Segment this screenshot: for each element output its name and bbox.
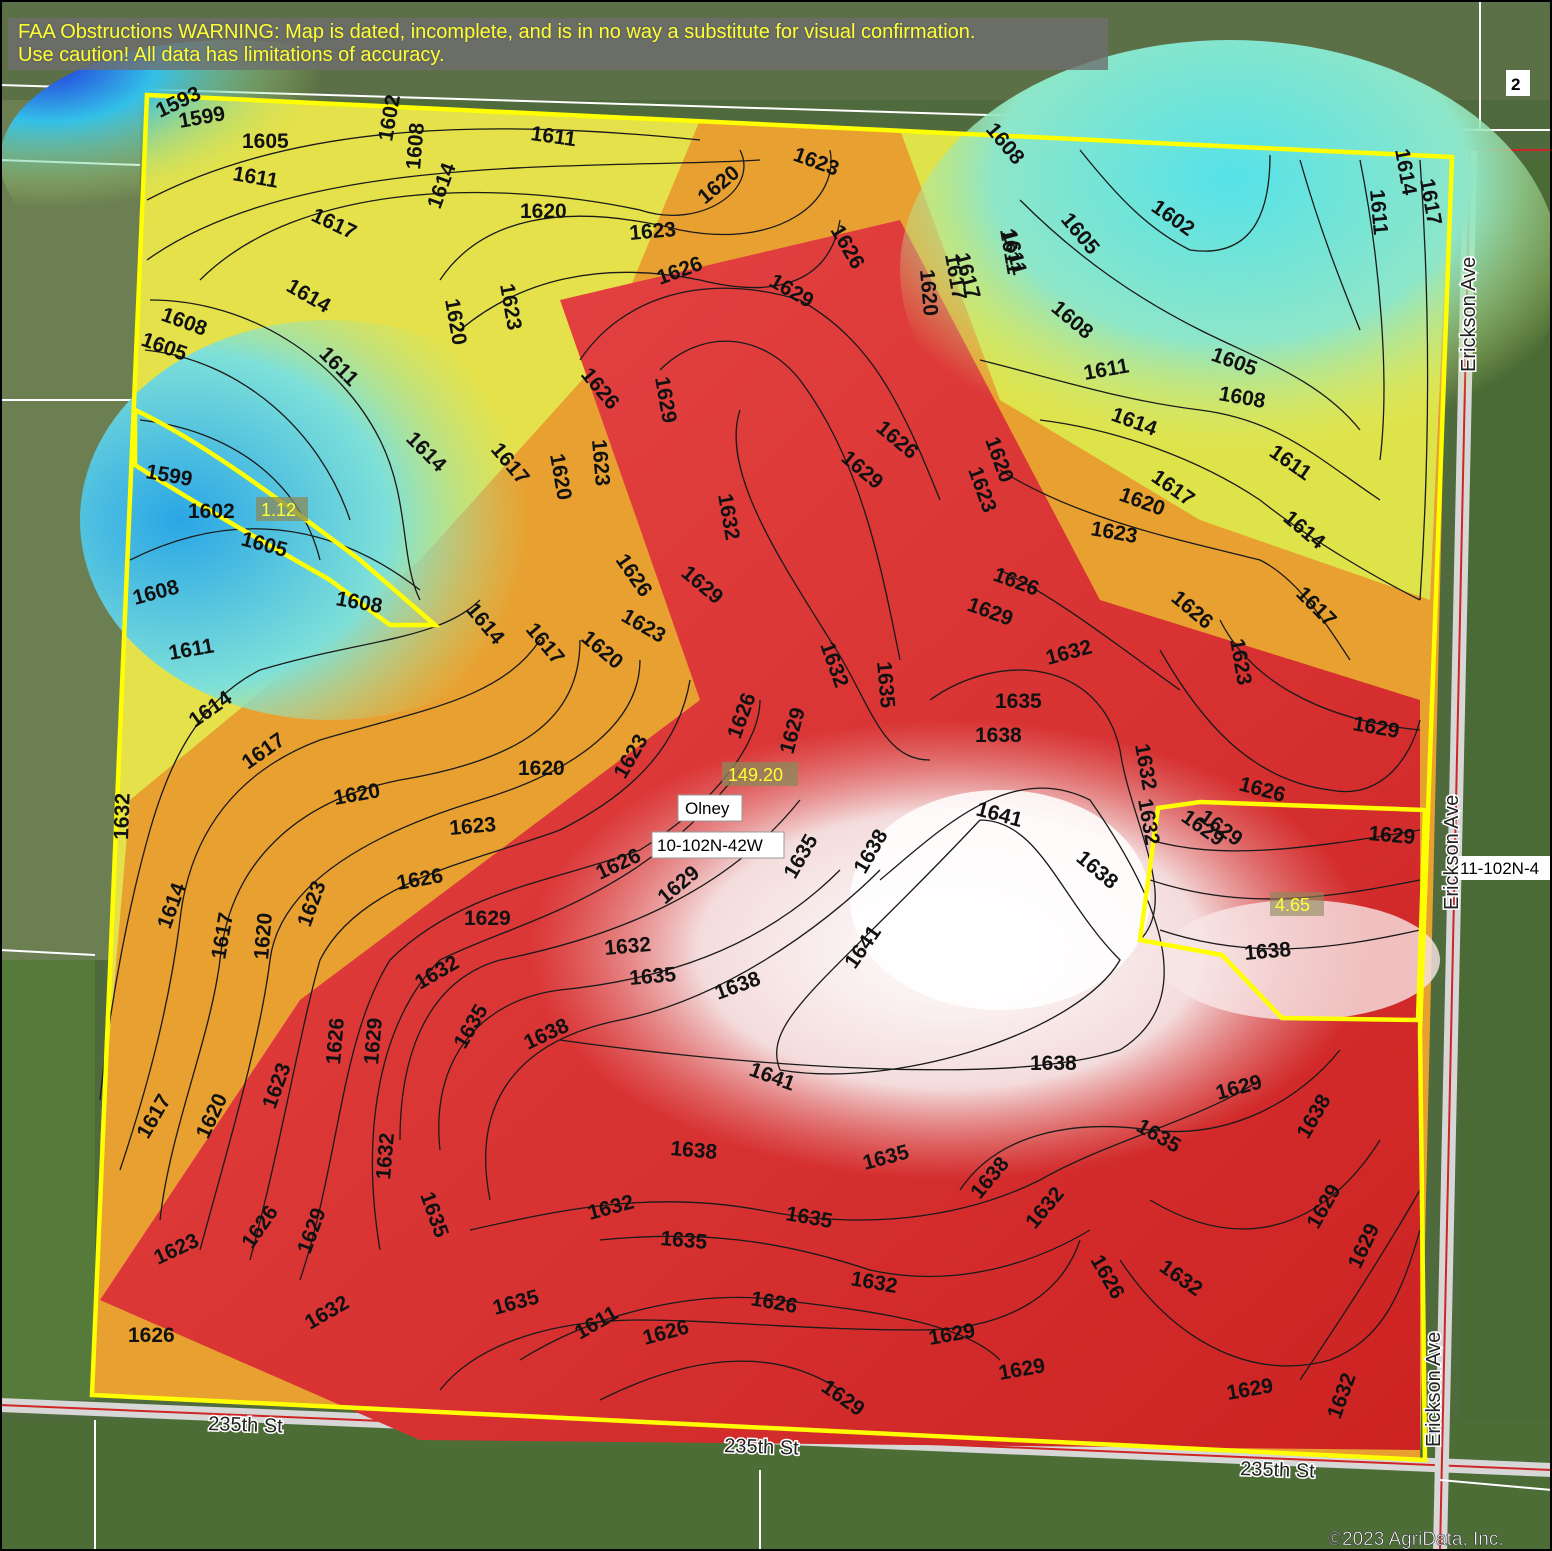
road-label-erickson-north: Erickson Ave <box>1458 257 1480 372</box>
contour-label: 1629 <box>360 1017 387 1066</box>
contour-label: 1626 <box>322 1017 349 1066</box>
contour-label: 1620 <box>250 912 277 961</box>
contour-label: 1632 <box>110 793 135 840</box>
road-label-erickson-south: Erickson Ave <box>1423 1332 1445 1447</box>
contour-label: 1635 <box>628 963 677 990</box>
contour-label: 1629 <box>1368 822 1417 849</box>
elevation-surface <box>0 40 1552 1460</box>
township-label: Olney <box>685 799 730 818</box>
contour-label: 1629 <box>464 907 511 930</box>
township-label-box <box>677 794 743 822</box>
contour-label: 1635 <box>872 660 899 709</box>
contour-label: 1632 <box>603 933 652 960</box>
section-label-east-box <box>1458 856 1552 880</box>
contour-label: 1611 <box>1365 188 1392 236</box>
road-label-235th-east: 235th St <box>1240 1458 1316 1483</box>
contour-label: 1620 <box>518 757 565 780</box>
contour-label: 1626 <box>128 1324 175 1347</box>
faa-warning-line-1: FAA Obstructions WARNING: Map is dated, … <box>18 21 976 43</box>
section-label-main: 10-102N-42W <box>657 836 763 855</box>
field-boundary-main[interactable] <box>89 92 1455 1463</box>
section-number-box <box>1506 70 1530 96</box>
section-label-east: 11-102N-4 <box>1460 859 1539 878</box>
section-number: 2 <box>1511 75 1520 94</box>
contour-label: 1635 <box>660 1227 709 1254</box>
acreage-east: 4.65 <box>1275 895 1310 915</box>
contour-label: 1623 <box>448 813 497 840</box>
acreage-main-bg <box>722 762 798 786</box>
section-labels: Olney 10-102N-42W 11-102N-4 2 <box>651 70 1552 880</box>
acreage-west-bg <box>256 497 308 521</box>
contour-label: 1602 <box>188 500 235 523</box>
copyright: ©2023 AgriData, Inc. <box>1328 1529 1504 1550</box>
contour-label: 1623 <box>587 438 614 487</box>
road-labels: 235th St 235th St 235th St Erickson Ave … <box>206 255 1481 1484</box>
road-label-235th-west: 235th St <box>208 1413 284 1438</box>
contour-label: 1620 <box>915 268 942 317</box>
aerial-field-southwest <box>0 960 95 1400</box>
field-boundary-east[interactable] <box>1137 799 1428 1023</box>
road-label-235th-center: 235th St <box>724 1435 800 1460</box>
road-label-erickson-middle: Erickson Ave <box>1441 795 1463 910</box>
acreage-main: 149.20 <box>728 765 783 785</box>
faa-warning-banner: FAA Obstructions WARNING: Map is dated, … <box>8 18 1108 70</box>
acreage-east-bg <box>1270 892 1324 916</box>
acreage-west: 1.12 <box>261 500 296 520</box>
contour-label: 1632 <box>372 1132 399 1181</box>
contour-label: 1638 <box>670 1137 719 1164</box>
contour-label: 1638 <box>1243 938 1292 965</box>
acreage-labels: 149.20 1.12 4.65 <box>256 497 1324 916</box>
contour-label: 1620 <box>520 200 567 223</box>
contour-label: 1608 <box>402 122 429 171</box>
field-boundary-west[interactable] <box>132 406 442 628</box>
faa-warning-line-2: Use caution! All data has limitations of… <box>18 44 445 66</box>
contour-label: 1635 <box>995 690 1042 713</box>
contour-label: 1638 <box>975 724 1022 747</box>
contour-label: 1605 <box>242 130 289 153</box>
contour-lines <box>99 128 1429 1401</box>
contour-label: 1638 <box>1030 1052 1077 1075</box>
section-label-box <box>651 831 785 859</box>
contour-label: 1623 <box>628 218 677 245</box>
